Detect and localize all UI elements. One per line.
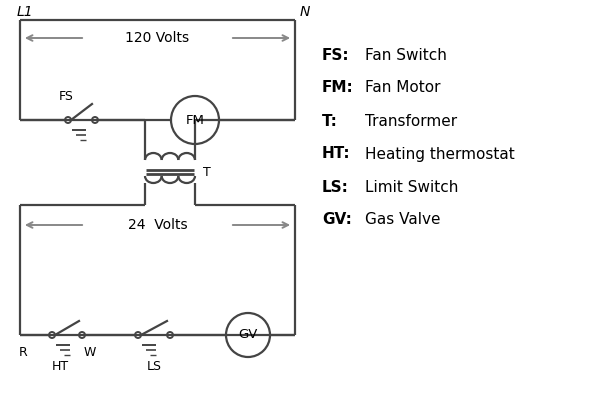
Text: R: R (19, 346, 27, 358)
Text: W: W (84, 346, 96, 358)
Text: Heating thermostat: Heating thermostat (365, 146, 514, 162)
Text: T:: T: (322, 114, 338, 128)
Text: Fan Motor: Fan Motor (365, 80, 441, 96)
Text: T: T (203, 166, 211, 178)
Text: LS: LS (146, 360, 162, 374)
Text: FM: FM (186, 114, 205, 126)
Text: Gas Valve: Gas Valve (365, 212, 441, 228)
Text: LS:: LS: (322, 180, 349, 194)
Text: HT:: HT: (322, 146, 350, 162)
Text: GV: GV (238, 328, 258, 342)
Text: Fan Switch: Fan Switch (365, 48, 447, 62)
Text: GV:: GV: (322, 212, 352, 228)
Text: 120 Volts: 120 Volts (126, 31, 189, 45)
Text: 24  Volts: 24 Volts (127, 218, 187, 232)
Text: Limit Switch: Limit Switch (365, 180, 458, 194)
Text: Transformer: Transformer (365, 114, 457, 128)
Text: FS: FS (58, 90, 73, 102)
Text: FM:: FM: (322, 80, 354, 96)
Text: HT: HT (51, 360, 68, 374)
Text: FS:: FS: (322, 48, 350, 62)
Text: N: N (300, 5, 310, 19)
Text: L1: L1 (17, 5, 34, 19)
